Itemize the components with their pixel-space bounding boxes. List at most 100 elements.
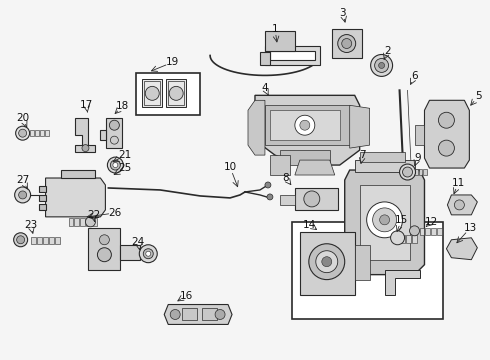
Text: 27: 27	[16, 175, 29, 185]
Text: 5: 5	[475, 91, 482, 101]
Bar	[93, 218, 98, 226]
Circle shape	[391, 231, 405, 245]
Bar	[35, 130, 39, 136]
Circle shape	[304, 191, 320, 207]
Bar	[432, 228, 437, 235]
Bar	[30, 237, 36, 244]
Text: 16: 16	[179, 291, 193, 301]
Polygon shape	[446, 238, 477, 260]
Text: 1: 1	[271, 24, 278, 33]
Polygon shape	[265, 105, 350, 145]
Polygon shape	[350, 105, 369, 148]
Circle shape	[403, 167, 413, 177]
Circle shape	[410, 226, 419, 236]
Bar	[49, 237, 53, 244]
Circle shape	[143, 249, 153, 259]
Circle shape	[316, 251, 338, 273]
Text: 13: 13	[464, 223, 477, 233]
Polygon shape	[360, 152, 405, 162]
Circle shape	[16, 126, 29, 140]
Polygon shape	[332, 28, 362, 58]
Polygon shape	[415, 125, 424, 145]
Circle shape	[267, 194, 273, 200]
Polygon shape	[345, 170, 424, 275]
Polygon shape	[265, 31, 295, 50]
Polygon shape	[164, 305, 232, 324]
Bar	[182, 307, 197, 320]
Bar	[80, 218, 85, 226]
Text: 15: 15	[395, 215, 408, 225]
Bar	[43, 237, 48, 244]
Text: 10: 10	[223, 162, 237, 172]
Polygon shape	[100, 130, 106, 140]
Bar	[406, 235, 411, 243]
Bar	[423, 169, 427, 175]
Polygon shape	[295, 160, 335, 175]
Text: 8: 8	[283, 173, 289, 183]
Circle shape	[169, 86, 183, 100]
Circle shape	[439, 112, 454, 128]
Polygon shape	[280, 195, 295, 205]
Polygon shape	[260, 53, 270, 66]
Bar	[37, 237, 42, 244]
Polygon shape	[447, 195, 477, 215]
Circle shape	[14, 233, 27, 247]
Polygon shape	[300, 232, 355, 294]
Circle shape	[170, 310, 180, 319]
Polygon shape	[265, 45, 320, 66]
Circle shape	[367, 202, 403, 238]
Circle shape	[110, 136, 119, 144]
Circle shape	[145, 86, 159, 100]
Circle shape	[82, 145, 89, 152]
Bar	[136, 73, 200, 115]
Polygon shape	[360, 185, 410, 260]
Text: 7: 7	[359, 150, 366, 160]
Polygon shape	[385, 270, 419, 294]
Circle shape	[372, 208, 396, 232]
Text: 17: 17	[80, 100, 93, 110]
Circle shape	[439, 140, 454, 156]
Bar	[86, 218, 92, 226]
Circle shape	[215, 310, 225, 319]
Text: 6: 6	[411, 71, 418, 81]
Bar	[166, 80, 186, 107]
Polygon shape	[424, 100, 469, 168]
Circle shape	[19, 129, 26, 137]
Polygon shape	[255, 95, 360, 165]
Polygon shape	[270, 110, 340, 140]
Text: 20: 20	[16, 113, 29, 123]
Bar	[425, 228, 431, 235]
Text: 11: 11	[452, 178, 465, 188]
Polygon shape	[248, 100, 265, 155]
Bar	[45, 130, 49, 136]
Circle shape	[322, 257, 332, 267]
Circle shape	[309, 244, 345, 280]
Circle shape	[17, 236, 24, 244]
Bar	[414, 169, 417, 175]
Circle shape	[109, 120, 120, 130]
Polygon shape	[46, 178, 105, 217]
Circle shape	[370, 54, 392, 76]
Text: 12: 12	[425, 217, 438, 227]
Bar	[69, 218, 74, 226]
Bar	[168, 81, 184, 105]
Bar	[399, 235, 405, 243]
Circle shape	[113, 163, 118, 167]
Circle shape	[146, 251, 151, 256]
Bar	[412, 235, 416, 243]
Text: 9: 9	[414, 153, 421, 163]
Text: 22: 22	[87, 210, 100, 220]
Circle shape	[110, 160, 121, 170]
Polygon shape	[270, 155, 290, 175]
Polygon shape	[39, 204, 46, 210]
Bar	[144, 81, 160, 105]
Bar	[29, 130, 34, 136]
Circle shape	[139, 245, 157, 263]
Circle shape	[300, 120, 310, 130]
Circle shape	[98, 248, 111, 262]
Text: 21: 21	[119, 150, 132, 160]
Circle shape	[107, 157, 123, 173]
Bar	[418, 169, 422, 175]
Bar	[438, 228, 442, 235]
Text: 4: 4	[262, 84, 268, 93]
